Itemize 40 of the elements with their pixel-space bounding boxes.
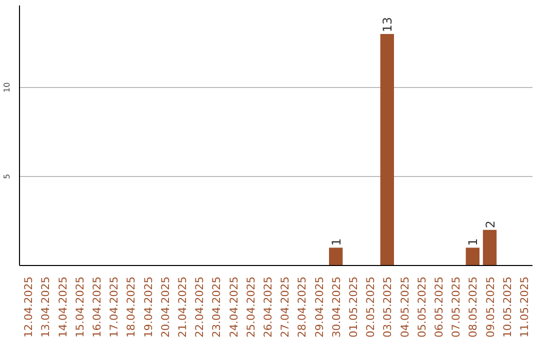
data-label: 1 xyxy=(329,238,344,246)
x-tick-label: 03.05.2025 xyxy=(381,276,394,338)
x-tick-label: 29.04.2025 xyxy=(312,276,326,338)
x-tick-label: 04.05.2025 xyxy=(398,276,412,338)
x-tick-label: 09.05.2025 xyxy=(484,276,497,338)
x-tick-label: 13.04.2025 xyxy=(39,276,52,338)
x-tick-label: 07.05.2025 xyxy=(450,276,463,338)
data-label: 1 xyxy=(466,238,480,246)
bar xyxy=(482,230,497,266)
x-tick-label: 26.04.2025 xyxy=(261,276,274,338)
x-tick-label: 14.04.2025 xyxy=(56,276,70,338)
x-tick-label: 02.05.2025 xyxy=(364,276,378,338)
x-tick-label: 18.04.2025 xyxy=(124,276,138,338)
x-tick-label: 21.04.2025 xyxy=(176,276,189,338)
x-tick-label: 16.04.2025 xyxy=(90,276,104,338)
x-tick-label: 11.05.2025 xyxy=(518,276,531,338)
y-tick-label: 5 xyxy=(2,174,12,180)
x-tick-label: 01.05.2025 xyxy=(346,276,360,338)
x-tick-label: 20.04.2025 xyxy=(158,276,172,338)
data-label: 2 xyxy=(483,220,498,228)
bar xyxy=(329,248,343,266)
x-tick-label: 05.05.2025 xyxy=(415,276,428,338)
x-tick-label: 06.05.2025 xyxy=(432,276,446,338)
x-tick-label: 17.04.2025 xyxy=(108,276,121,338)
x-tick-label: 23.04.2025 xyxy=(210,276,224,338)
x-tick-label: 25.04.2025 xyxy=(244,276,258,338)
x-tick-label: 30.04.2025 xyxy=(330,276,343,338)
x-tick-label: 12.04.2025 xyxy=(22,276,36,338)
x-tick-label: 15.04.2025 xyxy=(73,276,86,338)
x-tick-label: 08.05.2025 xyxy=(466,276,480,338)
y-tick-label: 10 xyxy=(2,82,12,93)
x-tick-label: 10.05.2025 xyxy=(500,276,514,338)
x-tick-label: 22.04.2025 xyxy=(193,276,206,338)
data-label: 13 xyxy=(380,16,395,32)
x-tick-label: 28.04.2025 xyxy=(296,276,309,338)
x-tick-label: 24.04.2025 xyxy=(227,276,240,338)
x-tick-label: 27.04.2025 xyxy=(278,276,292,338)
bar xyxy=(466,248,480,266)
x-tick-label: 19.04.2025 xyxy=(142,276,155,338)
bar xyxy=(380,34,394,266)
